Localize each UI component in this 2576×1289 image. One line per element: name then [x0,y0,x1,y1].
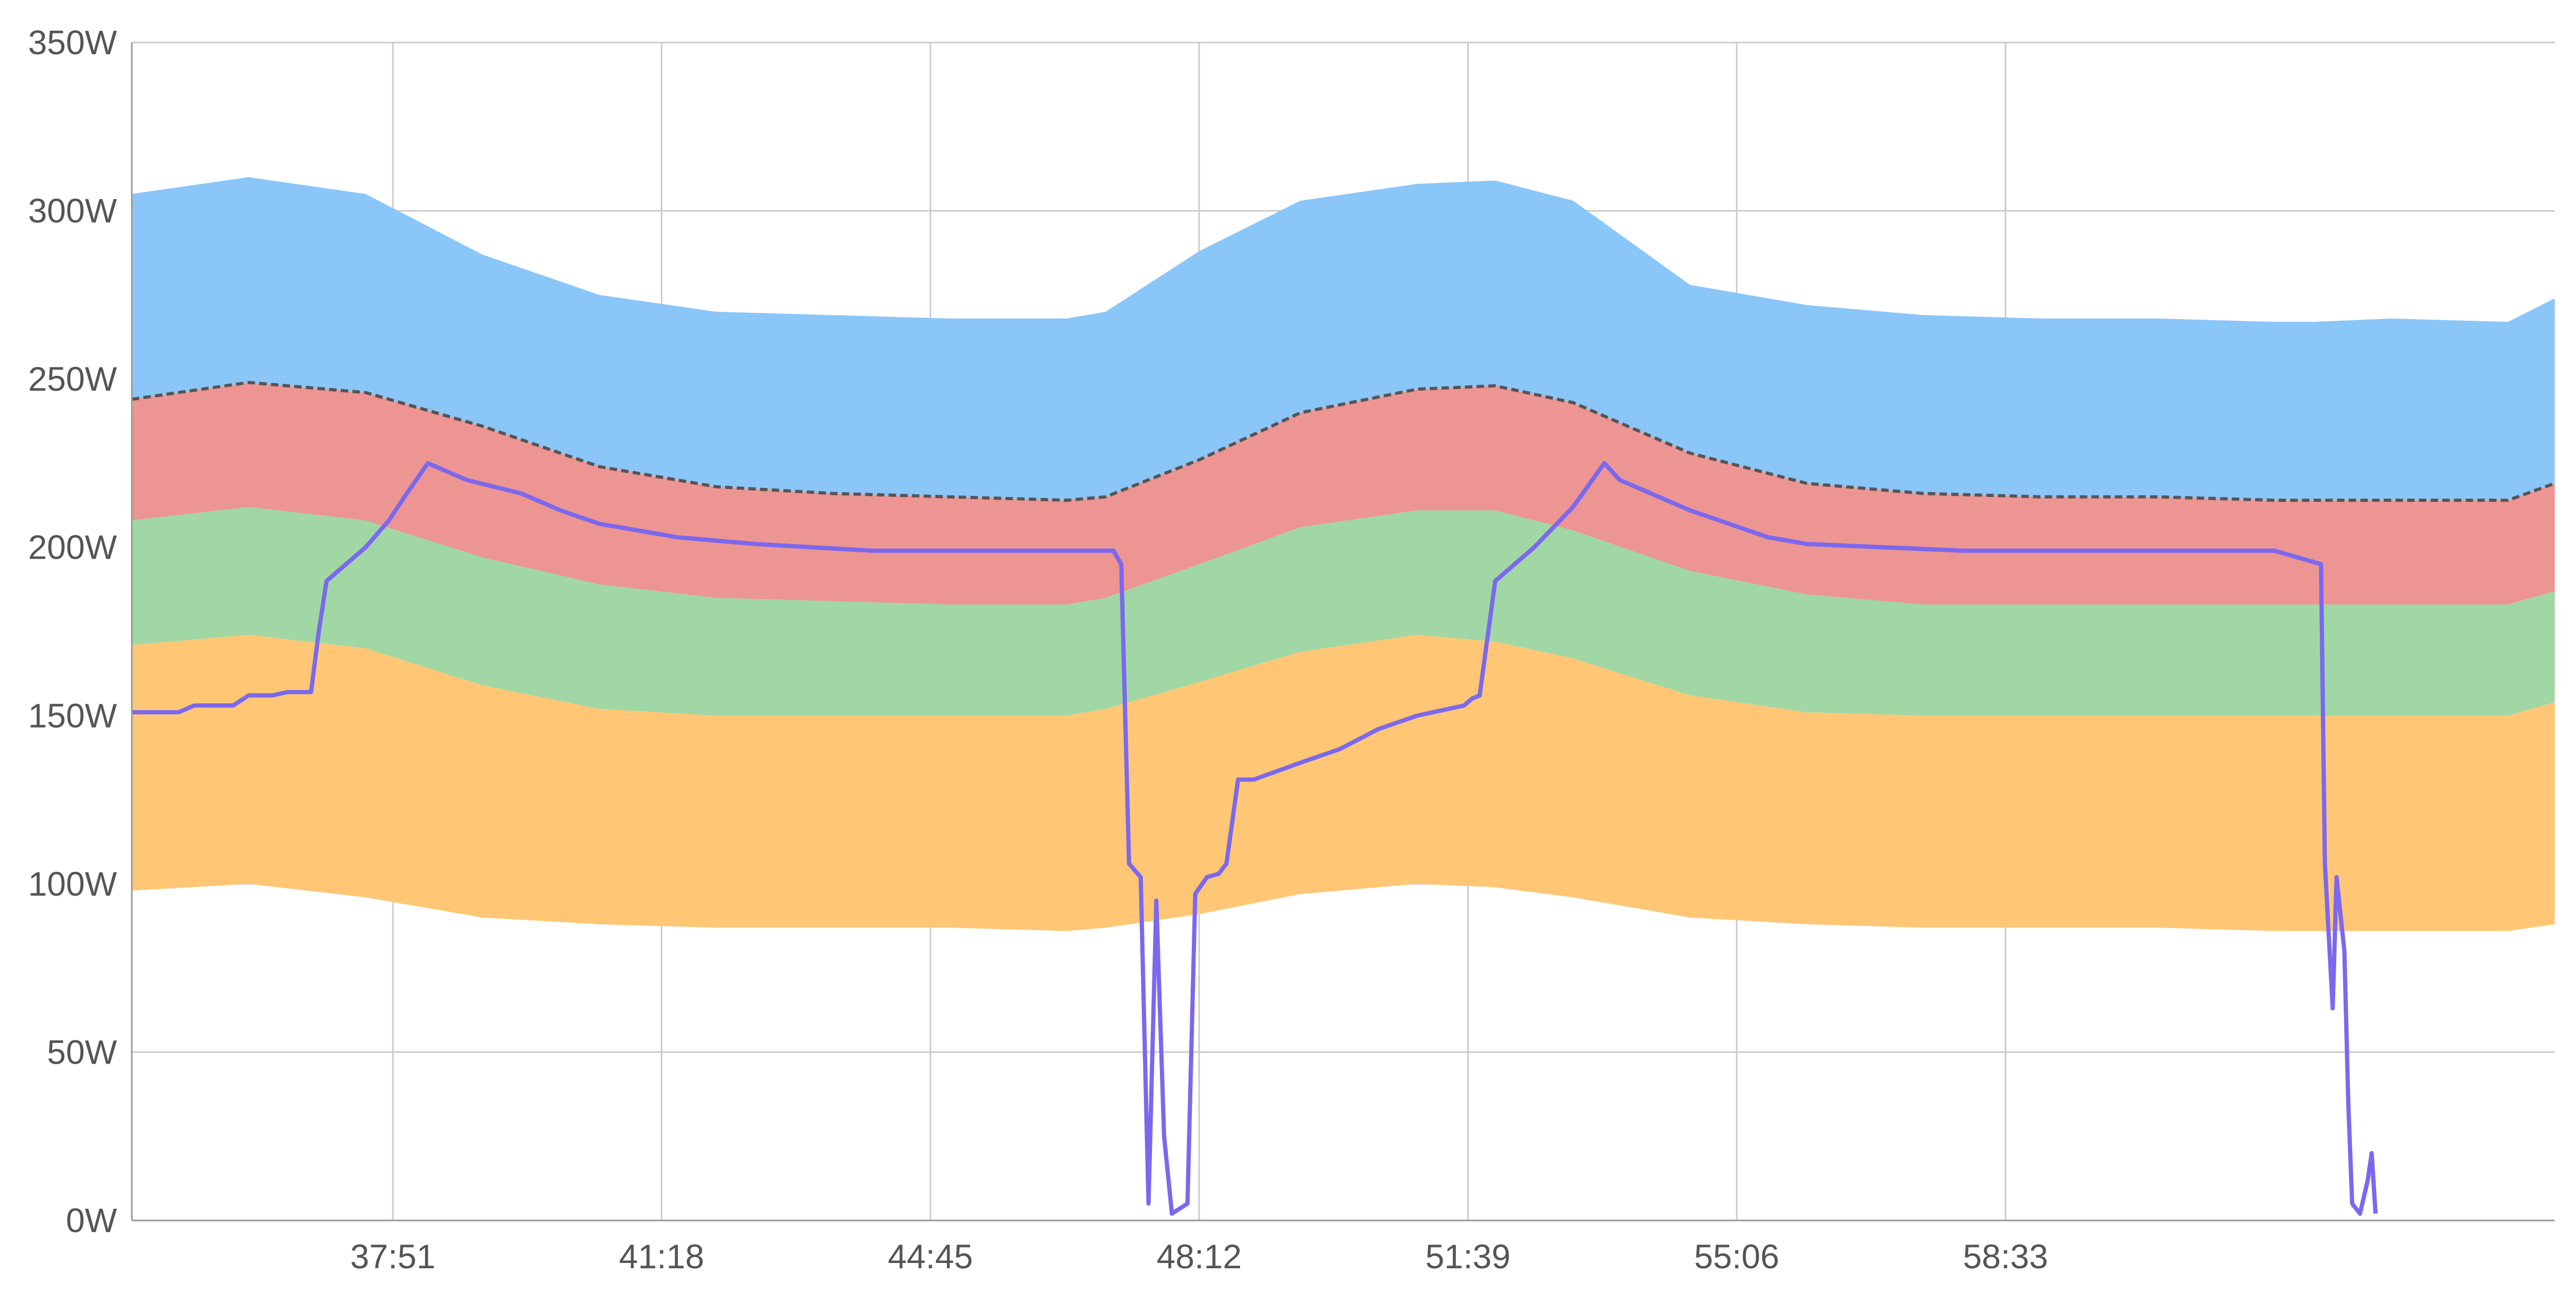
x-tick-label: 48:12 [1157,1237,1242,1276]
x-tick-label: 44:45 [888,1237,973,1276]
area-bands [132,177,2555,931]
y-tick-label: 200W [28,528,117,567]
threshold-dashed-line [131,381,2556,502]
dashed-series-line [131,381,2556,502]
y-tick-label: 300W [28,192,117,230]
band-3 [132,177,2555,501]
y-tick-label: 150W [28,696,117,735]
x-tick-label: 41:18 [619,1237,704,1276]
axes [131,43,2555,1221]
measured-series-line [132,461,2378,1216]
x-tick-label: 51:39 [1425,1237,1510,1276]
band-0 [132,635,2555,931]
power-line [132,461,2378,1216]
x-tick-label: 37:51 [350,1237,435,1276]
y-tick-label: 250W [28,360,117,398]
y-tick-label: 50W [47,1033,117,1071]
y-tick-label: 100W [28,865,117,903]
y-axis-labels: 0W 50W 100W 150W 200W 250W 300W 350W [28,23,117,1240]
band-1 [132,507,2555,716]
x-tick-label: 58:33 [1963,1237,2048,1276]
y-tick-label: 0W [66,1201,117,1240]
x-tick-label: 55:06 [1694,1237,1779,1276]
x-axis-labels: 37:51 41:18 44:45 48:12 51:39 55:06 58:33 [350,1237,2048,1276]
y-tick-label: 350W [28,23,117,62]
